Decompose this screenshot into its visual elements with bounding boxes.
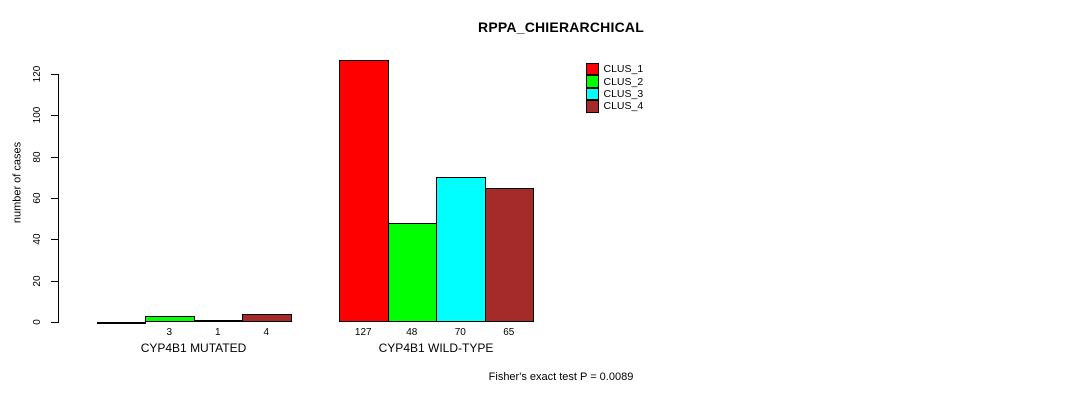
y-tick-label: 80 [32,151,43,163]
bar-value-label: 4 [263,327,270,338]
legend-label: CLUS_1 [603,63,644,76]
bar-value-label: 65 [503,327,515,338]
bar-value-label: 48 [406,327,418,338]
x-category-label: CYP4B1 WILD-TYPE [378,341,494,355]
y-tick [51,322,58,323]
bar-clus_4 [484,188,534,322]
bar-clus_2 [387,223,437,322]
legend-swatch-clus_1 [586,62,599,76]
bar-clus_1 [96,322,146,324]
bar-value-label: 127 [354,327,372,338]
legend-item: CLUS_1 [586,62,644,76]
y-tick [51,115,58,117]
legend-label: CLUS_2 [603,75,644,88]
stat-annotation: Fisher's exact test P = 0.0089 [488,371,634,383]
legend-swatch-clus_4 [586,100,599,113]
y-tick-label: 40 [32,233,43,245]
legend-swatch-clus_2 [586,75,599,88]
y-tick [51,156,58,158]
bar-clus_3 [436,177,486,322]
chart-title: RPPA_CHIERARCHICAL [478,19,644,35]
legend: CLUS_1 CLUS_2 CLUS_3 CLUS_4 [586,62,644,113]
legend-item: CLUS_4 [586,100,644,113]
y-axis-line [58,74,59,323]
x-category-label: CYP4B1 MUTATED [140,341,247,355]
legend-label: CLUS_3 [603,87,644,100]
bar-clus_4 [242,314,292,322]
y-tick [51,239,58,241]
legend-swatch-clus_3 [586,87,599,101]
bar-value-label: 3 [166,327,173,338]
bar-value-label: 70 [454,327,466,338]
legend-label: CLUS_4 [603,100,644,113]
y-tick-label: 0 [32,319,43,325]
legend-item: CLUS_2 [586,75,644,88]
bar-clus_2 [145,316,195,322]
y-tick-label: 120 [32,65,43,83]
y-tick-label: 20 [32,275,43,287]
y-tick-label: 100 [32,106,43,124]
y-axis-title: number of cases [11,141,24,224]
y-tick-label: 60 [32,192,43,204]
legend-item: CLUS_3 [586,87,644,101]
y-tick [51,74,58,75]
bar-value-label: 1 [214,327,221,338]
y-tick [51,280,58,282]
bar-clus_3 [193,320,243,322]
y-tick [51,198,58,199]
bar-clus_1 [339,60,389,322]
